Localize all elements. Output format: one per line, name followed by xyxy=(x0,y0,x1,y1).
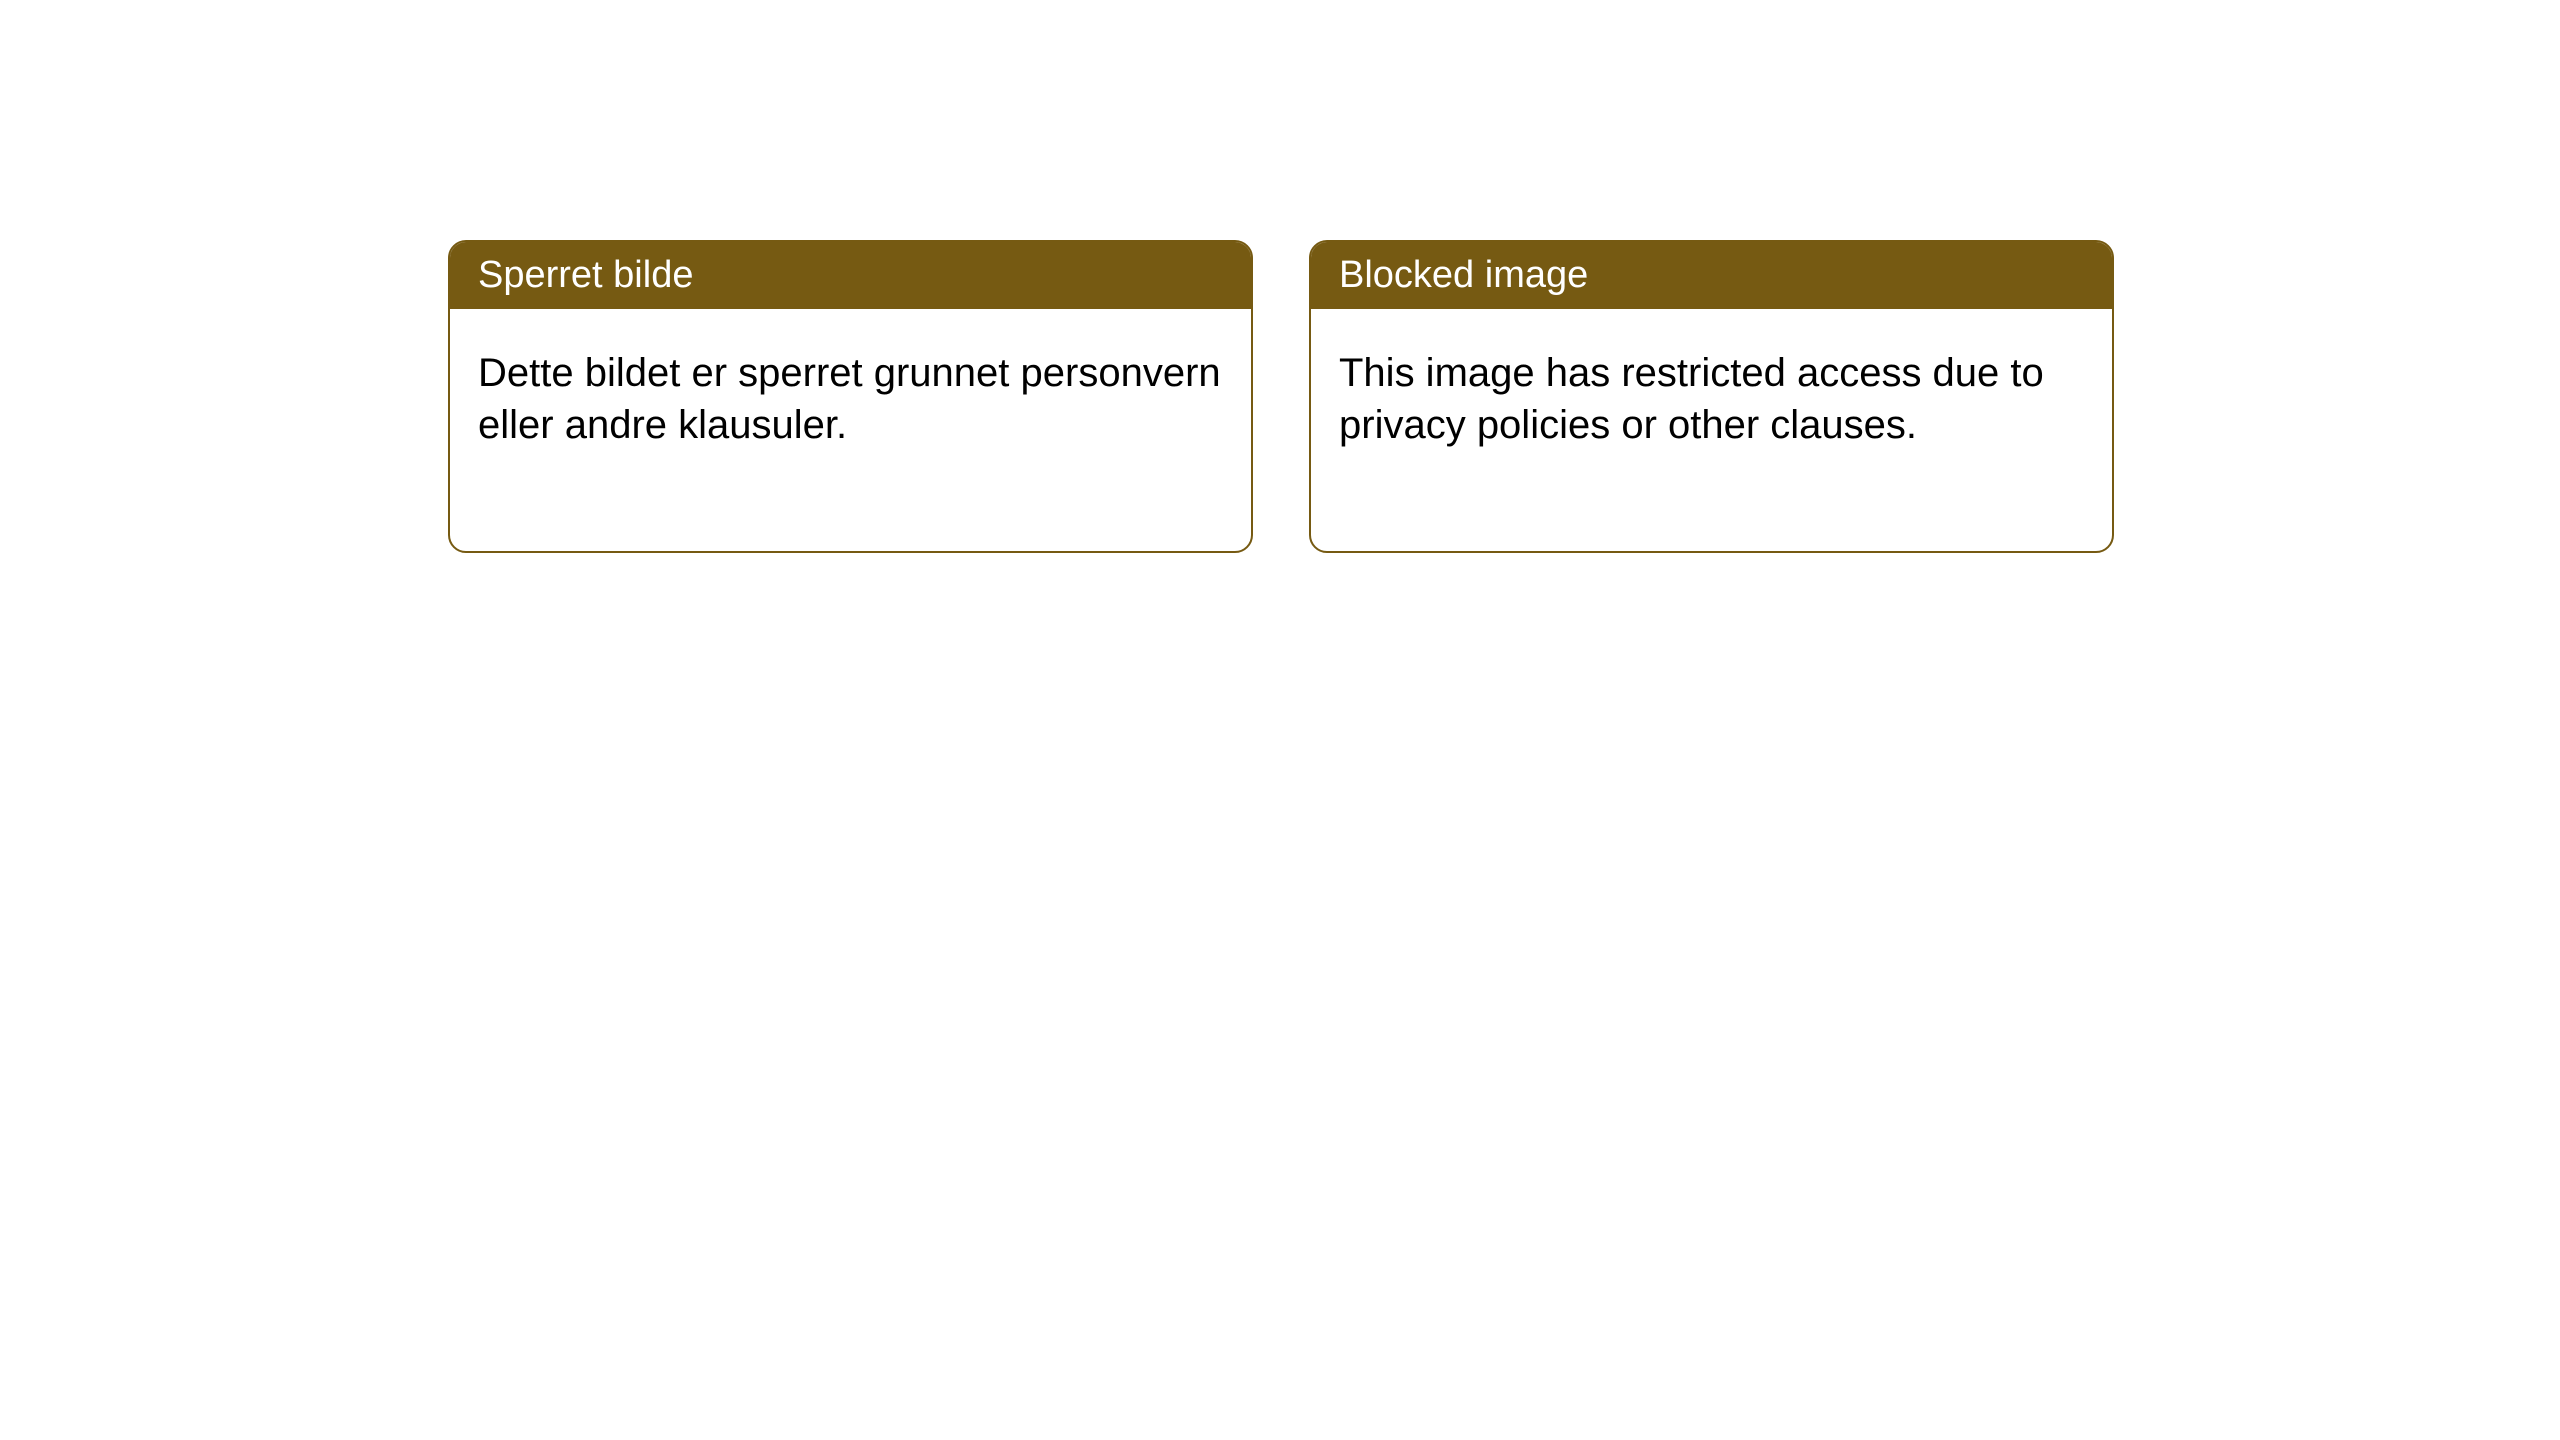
card-body: Dette bildet er sperret grunnet personve… xyxy=(450,309,1251,551)
card-body-text: This image has restricted access due to … xyxy=(1339,351,2044,447)
card-header: Blocked image xyxy=(1311,242,2112,309)
card-title: Sperret bilde xyxy=(478,254,693,296)
card-body: This image has restricted access due to … xyxy=(1311,309,2112,551)
card-title: Blocked image xyxy=(1339,254,1588,296)
cards-container: Sperret bilde Dette bildet er sperret gr… xyxy=(448,240,2560,553)
card-header: Sperret bilde xyxy=(450,242,1251,309)
notice-card-english: Blocked image This image has restricted … xyxy=(1309,240,2114,553)
card-body-text: Dette bildet er sperret grunnet personve… xyxy=(478,351,1221,447)
notice-card-norwegian: Sperret bilde Dette bildet er sperret gr… xyxy=(448,240,1253,553)
